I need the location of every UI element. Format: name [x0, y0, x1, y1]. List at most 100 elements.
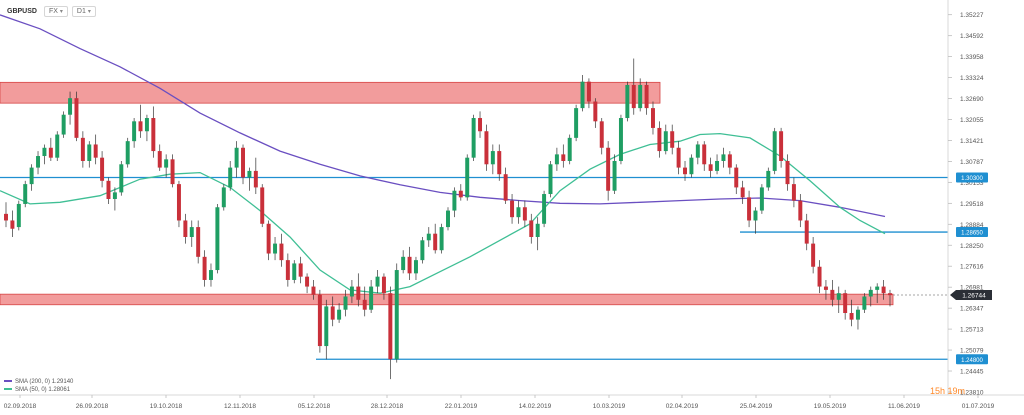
candle-body[interactable] — [189, 227, 194, 237]
candle-body[interactable] — [439, 227, 444, 251]
candle-body[interactable] — [330, 306, 335, 320]
candle-body[interactable] — [843, 293, 848, 314]
candle-body[interactable] — [305, 276, 310, 287]
candle-body[interactable] — [279, 243, 284, 261]
legend-item-sma50[interactable]: SMA (50, 0) 1.28061 — [4, 386, 73, 394]
candle-body[interactable] — [676, 147, 681, 168]
candle-body[interactable] — [875, 286, 880, 290]
type-selector[interactable]: FX ▾ — [43, 5, 68, 17]
candle-body[interactable] — [362, 299, 367, 310]
candle-body[interactable] — [478, 118, 483, 132]
candle-body[interactable] — [388, 293, 393, 360]
candle-body[interactable] — [785, 160, 790, 185]
candle-body[interactable] — [407, 256, 412, 274]
candle-body[interactable] — [663, 131, 668, 152]
candle-body[interactable] — [580, 81, 585, 109]
candle-body[interactable] — [196, 227, 201, 257]
candle-body[interactable] — [522, 207, 527, 221]
candle-body[interactable] — [157, 151, 162, 168]
candle-body[interactable] — [849, 313, 854, 320]
candle-body[interactable] — [413, 260, 418, 274]
candle-body[interactable] — [554, 154, 559, 165]
candle-body[interactable] — [433, 233, 438, 251]
candle-body[interactable] — [369, 286, 374, 310]
candle-body[interactable] — [458, 190, 463, 198]
candle-body[interactable] — [401, 256, 406, 271]
candle-body[interactable] — [61, 114, 66, 135]
candle-body[interactable] — [343, 296, 348, 310]
candle-body[interactable] — [689, 157, 694, 175]
candle-body[interactable] — [888, 293, 892, 296]
timeframe-selector[interactable]: D1 ▾ — [71, 5, 96, 17]
candle-body[interactable] — [631, 84, 636, 109]
candle-body[interactable] — [702, 144, 707, 165]
candle-body[interactable] — [29, 167, 34, 185]
candle-body[interactable] — [381, 276, 386, 294]
candle-body[interactable] — [93, 144, 98, 158]
candle-body[interactable] — [542, 194, 547, 224]
candle-body[interactable] — [683, 167, 688, 175]
candle-body[interactable] — [311, 286, 316, 295]
candle-body[interactable] — [420, 240, 425, 261]
candle-body[interactable] — [23, 184, 28, 204]
candle-body[interactable] — [657, 127, 662, 152]
candle-body[interactable] — [740, 187, 745, 198]
candle-body[interactable] — [606, 147, 611, 191]
candle-body[interactable] — [529, 220, 534, 237]
candle-body[interactable] — [471, 118, 476, 158]
candle-body[interactable] — [183, 220, 188, 237]
candle-body[interactable] — [234, 147, 239, 168]
candle-body[interactable] — [535, 223, 540, 237]
candle-body[interactable] — [715, 160, 720, 171]
candle-body[interactable] — [503, 174, 508, 201]
candle-body[interactable] — [772, 131, 777, 171]
candle-body[interactable] — [644, 84, 649, 109]
candle-body[interactable] — [695, 144, 700, 158]
candle-body[interactable] — [337, 309, 342, 320]
candle-body[interactable] — [356, 286, 361, 300]
candle-body[interactable] — [80, 137, 85, 161]
candle-body[interactable] — [753, 210, 758, 221]
candle-body[interactable] — [779, 131, 784, 161]
candle-body[interactable] — [497, 151, 502, 175]
candle-body[interactable] — [144, 118, 149, 132]
candle-body[interactable] — [138, 121, 143, 132]
candle-body[interactable] — [42, 147, 47, 157]
candle-body[interactable] — [612, 160, 617, 191]
candle-body[interactable] — [4, 213, 8, 221]
candle-body[interactable] — [273, 243, 278, 254]
candle-body[interactable] — [868, 289, 873, 297]
candle-body[interactable] — [734, 167, 739, 188]
candle-body[interactable] — [862, 296, 867, 310]
candle-body[interactable] — [324, 306, 329, 347]
candle-body[interactable] — [170, 159, 175, 185]
candle-body[interactable] — [593, 101, 598, 122]
candle-body[interactable] — [836, 293, 841, 300]
candle-body[interactable] — [426, 233, 431, 241]
candle-body[interactable] — [650, 108, 655, 128]
candle-body[interactable] — [119, 164, 124, 193]
candle-body[interactable] — [574, 108, 579, 138]
candle-body[interactable] — [394, 270, 399, 360]
legend-item-sma200[interactable]: SMA (200, 0) 1.29140 — [4, 378, 73, 386]
candle-body[interactable] — [446, 210, 450, 228]
candle-body[interactable] — [298, 263, 303, 277]
candle-body[interactable] — [241, 147, 246, 178]
candle-body[interactable] — [317, 294, 322, 347]
candle-body[interactable] — [151, 118, 156, 152]
candle-body[interactable] — [100, 157, 105, 181]
candle-body[interactable] — [228, 167, 233, 188]
candle-body[interactable] — [625, 84, 630, 119]
candle-body[interactable] — [74, 98, 79, 138]
candle-body[interactable] — [516, 207, 521, 218]
candle-body[interactable] — [349, 286, 354, 297]
candle-body[interactable] — [567, 137, 572, 161]
candle-body[interactable] — [260, 187, 265, 224]
candle-body[interactable] — [176, 184, 181, 221]
candle-body[interactable] — [112, 192, 117, 199]
candle-body[interactable] — [48, 147, 53, 158]
candle-body[interactable] — [10, 220, 15, 229]
candle-body[interactable] — [221, 187, 226, 208]
candle-body[interactable] — [132, 121, 137, 142]
candle-body[interactable] — [106, 180, 111, 199]
